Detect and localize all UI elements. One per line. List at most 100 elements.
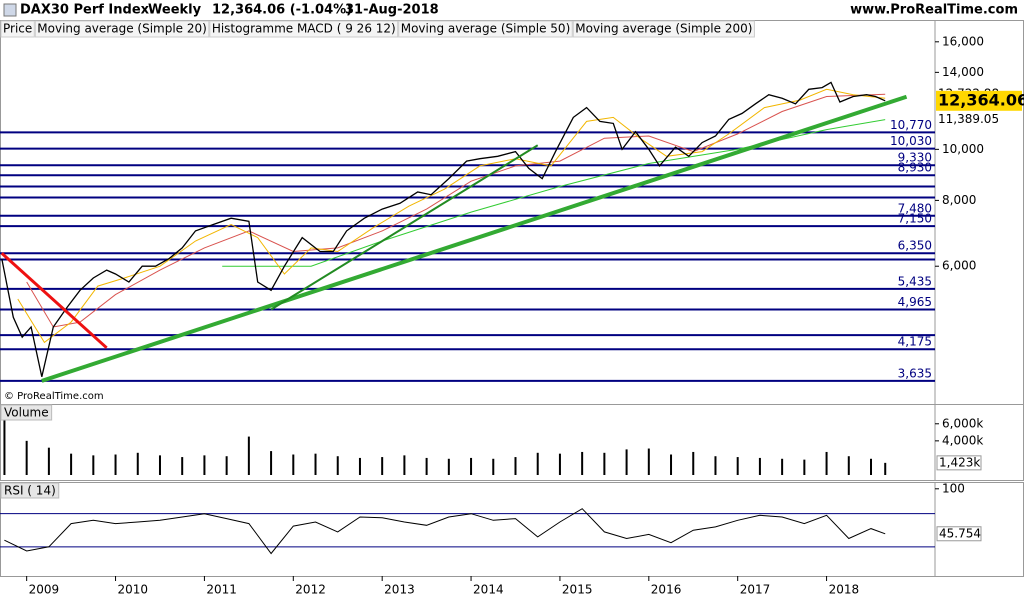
y-tick-label: 8,000	[942, 193, 976, 207]
quote: 12,364.06 (-1.04%)	[212, 3, 352, 18]
level-label: 10,770	[890, 118, 932, 132]
price-tag-box	[936, 112, 1002, 127]
price-tag: 11,389.05	[938, 112, 999, 126]
volume-bar	[70, 453, 73, 475]
legend-box	[209, 20, 399, 38]
volume-bar	[247, 436, 250, 475]
x-tick-label: 2012	[295, 583, 326, 597]
source: www.ProRealTime.com	[850, 3, 1018, 18]
volume-bar	[884, 462, 887, 475]
level-label: 7,150	[898, 212, 932, 226]
level-label: 4,965	[898, 295, 932, 309]
menu-icon[interactable]	[3, 3, 17, 17]
legend-entry: Moving average (Simple 200)	[575, 22, 752, 36]
y-tick-label: 4,000k	[942, 433, 983, 447]
volume-bar	[114, 454, 117, 475]
volume-bar	[692, 451, 695, 475]
volume-bar	[292, 454, 295, 475]
watermark: © ProRealTime.com	[4, 391, 104, 402]
level-label: 4,175	[898, 335, 932, 349]
volume-bar	[647, 448, 650, 475]
volume-bar	[381, 457, 384, 475]
volume-bar	[447, 458, 450, 475]
volume-bar	[358, 457, 361, 475]
price-tag: 12,364.06	[938, 90, 1024, 109]
y-tick-label: 6,000	[942, 259, 976, 273]
volume-bar	[603, 452, 606, 475]
volume-bar	[847, 456, 850, 475]
y-tick-label: 6,000k	[942, 416, 983, 430]
volume-bar	[203, 455, 206, 475]
panel-title-box	[0, 482, 60, 499]
volume-bar	[536, 452, 539, 475]
legend-box	[572, 20, 755, 38]
instrument: DAX30 Perf Index	[20, 3, 150, 18]
level-label: 9,330	[898, 151, 932, 165]
volume-bar	[825, 451, 828, 475]
level-label: 10,030	[890, 134, 932, 148]
legend-box	[34, 20, 210, 38]
volume-bar	[625, 449, 628, 475]
volume-bar	[581, 451, 584, 475]
volume-bar	[92, 455, 95, 475]
trendline	[41, 94, 908, 383]
volume-bar	[181, 457, 184, 475]
trendline	[270, 144, 539, 311]
last-value-box	[936, 526, 982, 542]
panel-title: RSI ( 14)	[4, 484, 56, 498]
legend-entry: Price	[3, 22, 32, 36]
legend-entry: Moving average (Simple 50)	[401, 22, 571, 36]
moving-average	[17, 88, 886, 344]
y-tick-label: 100	[942, 481, 965, 495]
x-tick-label: 2010	[118, 583, 149, 597]
x-tick-label: 2017	[740, 583, 771, 597]
period: Weekly	[148, 3, 202, 18]
level-label: 5,435	[898, 274, 932, 288]
level-label: 8,930	[898, 161, 932, 175]
volume-bar	[136, 452, 139, 475]
volume-bar	[714, 456, 717, 475]
trendline	[0, 252, 108, 349]
x-tick-label: 2015	[562, 583, 593, 597]
volume-bar	[758, 457, 761, 475]
panel-title: Volume	[4, 406, 49, 420]
date: 31-Aug-2018	[345, 3, 439, 18]
volume-bar	[403, 455, 406, 475]
level-label: 7,480	[898, 201, 932, 215]
last-value-box	[936, 455, 982, 471]
level-label: 3,635	[898, 366, 932, 380]
panel-title-box	[0, 404, 53, 421]
x-tick-label: 2011	[206, 583, 237, 597]
x-tick-label: 2016	[651, 583, 682, 597]
legend-box	[398, 20, 573, 38]
rsi-line	[4, 508, 886, 555]
price-tag-box	[936, 90, 1022, 111]
legend-entry: Histogramme MACD ( 9 26 12)	[212, 22, 396, 36]
y-tick-label: 14,000	[942, 65, 984, 79]
volume-bar	[336, 456, 339, 475]
volume-bar	[270, 451, 273, 475]
volume-bar	[3, 410, 6, 475]
y-tick-label: 16,000	[942, 34, 984, 48]
volume-bar	[870, 458, 873, 475]
volume-bar	[514, 457, 517, 475]
price-line	[1, 81, 886, 377]
volume-bar	[425, 457, 428, 475]
volume-bar	[47, 447, 50, 475]
volume-bar	[803, 459, 806, 475]
moving-average	[26, 93, 886, 328]
volume-bar	[736, 457, 739, 475]
volume-bar	[314, 453, 317, 475]
x-tick-label: 2013	[384, 583, 415, 597]
moving-average	[222, 119, 886, 267]
volume-bar	[670, 454, 673, 475]
x-tick-label: 2018	[829, 583, 860, 597]
last-value: 45.754	[939, 526, 981, 540]
last-value: 1,423k	[939, 455, 980, 469]
volume-bar	[225, 456, 228, 475]
volume-bar	[158, 455, 161, 475]
y-tick-label: 10,000	[942, 142, 984, 156]
